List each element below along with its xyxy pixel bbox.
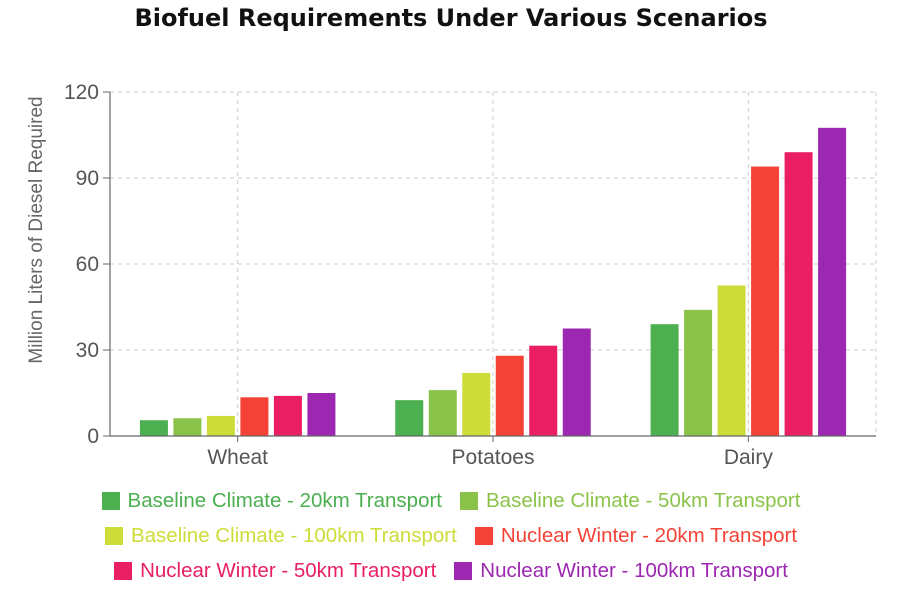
legend-swatch: [104, 526, 123, 545]
grid-lines: [110, 91, 877, 436]
x-tick-label: Potatoes: [452, 446, 535, 469]
bar: [784, 152, 813, 436]
legend-item[interactable]: Nuclear Winter - 100km Transport: [454, 559, 788, 583]
legend-label: Nuclear Winter - 50km Transport: [140, 558, 437, 582]
bar: [395, 400, 424, 436]
bars: [139, 127, 847, 437]
legend-row: Baseline Climate - 20km Transport Baseli…: [0, 483, 902, 518]
bar: [684, 309, 713, 436]
bar: [307, 393, 336, 436]
bar: [273, 395, 302, 436]
x-tick-label: Dairy: [724, 446, 774, 469]
bar: [751, 166, 780, 437]
legend-item[interactable]: Baseline Climate - 20km Transport: [101, 488, 442, 513]
y-tick-label: 30: [76, 339, 99, 362]
bar: [650, 324, 679, 436]
legend-row: Baseline Climate - 100km Transport Nucle…: [0, 518, 902, 553]
legend-label: Baseline Climate - 50km Transport: [486, 488, 801, 512]
legend-swatch: [454, 561, 473, 580]
bar: [562, 328, 591, 436]
axes: 0 30 60 90 120 Wheat Potatoes Dairy: [64, 81, 876, 469]
y-tick-label: 0: [87, 425, 99, 448]
bar: [495, 355, 524, 436]
y-axis-title: Million Liters of Diesel Required: [26, 96, 47, 363]
legend-swatch: [474, 526, 493, 545]
bar: [529, 345, 558, 436]
bar: [240, 397, 269, 436]
bar: [139, 420, 168, 436]
legend-item[interactable]: Baseline Climate - 100km Transport: [104, 523, 457, 548]
legend-swatch: [114, 561, 133, 580]
y-tick-label: 60: [76, 253, 99, 276]
legend-label: Nuclear Winter - 20km Transport: [500, 523, 798, 547]
legend-row: Nuclear Winter - 50km Transport Nuclear …: [0, 553, 902, 588]
bar: [462, 372, 491, 436]
legend: Baseline Climate - 20km Transport Baseli…: [0, 483, 902, 588]
legend-label: Nuclear Winter - 100km Transport: [480, 558, 788, 582]
legend-item[interactable]: Baseline Climate - 50km Transport: [460, 489, 800, 513]
y-tick-label: 120: [64, 81, 99, 104]
x-tick-label: Wheat: [207, 446, 268, 469]
chart-plot: 0 30 60 90 120 Wheat Potatoes Dairy Million Lit…: [26, 81, 877, 469]
legend-item[interactable]: Nuclear Winter - 20km Transport: [474, 523, 798, 548]
bar: [428, 390, 457, 436]
legend-swatch: [101, 491, 120, 510]
legend-item[interactable]: Nuclear Winter - 50km Transport: [114, 559, 436, 583]
bar: [717, 285, 746, 436]
bar: [818, 127, 847, 436]
legend-label: Baseline Climate - 20km Transport: [127, 488, 442, 512]
legend-swatch: [460, 491, 478, 510]
chart-title: Biofuel Requirements Under Various Scena…: [134, 4, 768, 32]
bar: [206, 415, 235, 436]
y-tick-label: 90: [76, 167, 99, 190]
legend-label: Baseline Climate - 100km Transport: [130, 523, 457, 547]
bar: [173, 418, 202, 436]
